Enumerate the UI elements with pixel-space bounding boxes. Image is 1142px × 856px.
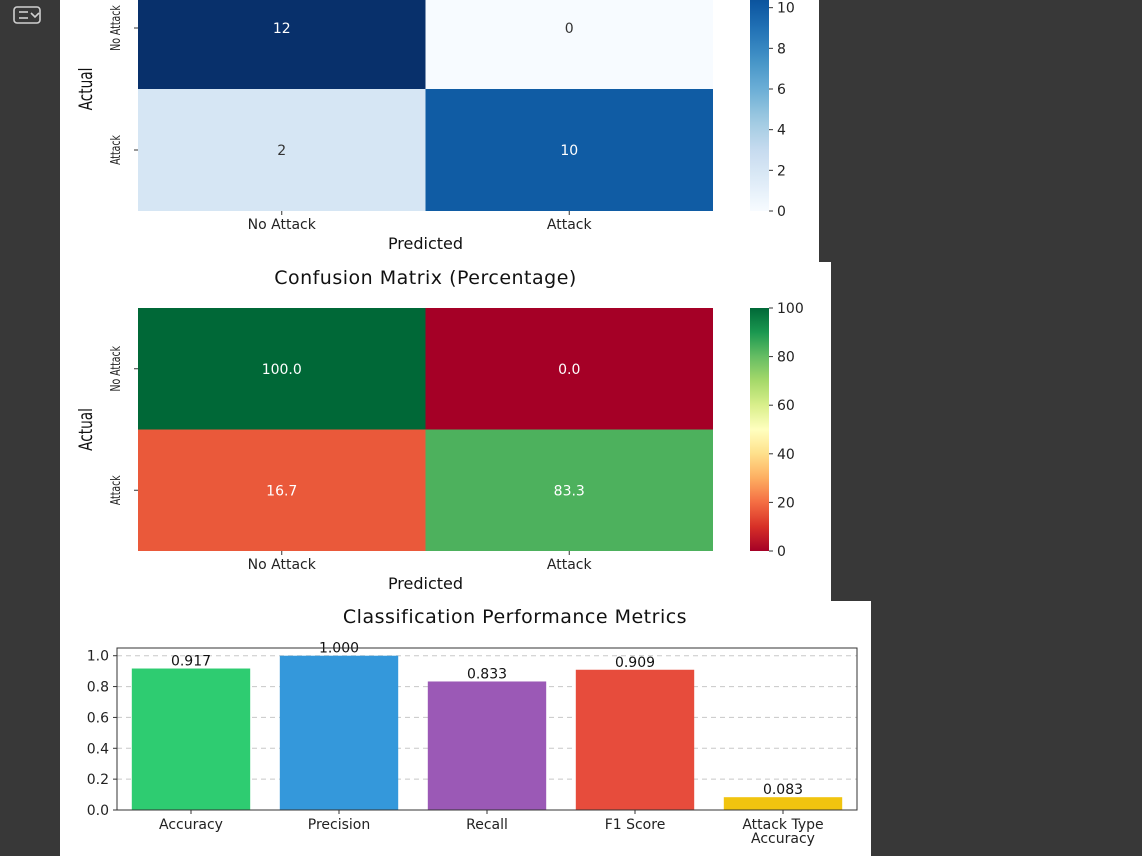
heatmap-cell — [138, 0, 426, 89]
y-tick-label: 0.2 — [87, 772, 109, 788]
heatmap-cell — [425, 429, 713, 551]
cell-value-label: 100.0 — [262, 362, 302, 378]
x-tick-label: Recall — [466, 817, 508, 833]
y-tick-label: Attack — [107, 475, 123, 505]
percentage-matrix-panel: Confusion Matrix (Percentage) 100.0 0.0 16.… — [60, 262, 831, 601]
bar-value-label: 0.083 — [763, 782, 803, 798]
heatmap-cell — [425, 0, 713, 89]
cell-value-label: 16.7 — [266, 483, 297, 499]
colorbar-tick-label: 4 — [777, 123, 786, 139]
bar-value-label: 0.917 — [171, 654, 211, 670]
colorbar-tick-label: 0 — [777, 544, 786, 560]
x-axis-label: Predicted — [388, 574, 463, 593]
y-tick-label: No Attack — [107, 5, 123, 51]
heatmap-cell — [425, 89, 713, 211]
colorbar-tick-label: 40 — [777, 447, 795, 463]
colorbar-tick-label: 60 — [777, 398, 795, 414]
y-tick-label: 0.0 — [87, 803, 109, 819]
colorbar-tick-label: 20 — [777, 495, 795, 511]
y-axis-label: Actual — [75, 68, 97, 111]
colorbar — [750, 308, 769, 551]
colorbar-tick-label: 6 — [777, 82, 786, 98]
x-tick-label: Accuracy — [159, 817, 223, 833]
heatmap-cell — [138, 308, 426, 430]
metric-bar — [131, 668, 251, 810]
y-tick-label: 1.0 — [87, 649, 109, 665]
colorbar-tick-label: 10 — [777, 1, 795, 17]
colorbar-tick-label: 80 — [777, 350, 795, 366]
metric-bar — [427, 681, 547, 810]
x-tick-label: No Attack — [248, 217, 317, 233]
y-tick-label: No Attack — [107, 346, 123, 392]
y-tick-label: 0.8 — [87, 680, 109, 696]
cell-value-label: 2 — [277, 143, 286, 159]
bar-value-label: 0.909 — [615, 655, 655, 671]
y-tick-label: Attack — [107, 135, 123, 165]
x-tick-label: Attack — [547, 217, 593, 233]
x-tick-label: Attack Type — [742, 817, 823, 833]
bar-value-label: 1.000 — [319, 641, 359, 657]
x-axis-label: Predicted — [388, 234, 463, 253]
colorbar-tick-label: 100 — [777, 301, 804, 317]
x-tick-label: Attack — [547, 557, 593, 573]
cell-value-label: 10 — [560, 143, 578, 159]
metric-bar — [723, 797, 843, 810]
y-axis-label: Actual — [75, 408, 97, 451]
y-tick-label: 0.4 — [87, 741, 109, 757]
heatmap-cell — [425, 308, 713, 430]
cell-value-label: 12 — [273, 21, 291, 37]
x-tick-label: No Attack — [248, 557, 317, 573]
heatmap-cell — [138, 89, 426, 211]
count-confusion-matrix-chart: 12 0 2 10 No Attack Attack Predicted No Attack A… — [75, 0, 795, 253]
chart-title: Confusion Matrix (Percentage) — [274, 267, 577, 289]
count-matrix-panel: 12 0 2 10 No Attack Attack Predicted No Attack A… — [60, 0, 819, 262]
cell-value-label: 83.3 — [554, 483, 585, 499]
colorbar-tick-label: 0 — [777, 204, 786, 220]
y-tick-label: 0.6 — [87, 710, 109, 726]
output-toggle-icon[interactable] — [12, 4, 42, 26]
metrics-panel: Classification Performance Metrics 0.0 0.2… — [60, 601, 871, 856]
cell-value-label: 0.0 — [558, 362, 580, 378]
x-tick-label: Precision — [308, 817, 370, 833]
x-tick-label: Accuracy — [751, 831, 815, 847]
percentage-confusion-matrix-chart: Confusion Matrix (Percentage) 100.0 0.0 16.… — [75, 267, 804, 593]
metric-bar — [279, 655, 399, 810]
colorbar-tick-label: 2 — [777, 163, 786, 179]
metric-bar — [575, 669, 695, 810]
heatmap-cell — [138, 429, 426, 551]
x-tick-label: F1 Score — [605, 817, 666, 833]
plot-frame — [116, 647, 858, 811]
colorbar-tick-label: 8 — [777, 41, 786, 57]
bar-value-label: 0.833 — [467, 666, 507, 682]
chart-title: Classification Performance Metrics — [343, 606, 687, 628]
cell-value-label: 0 — [565, 21, 574, 37]
performance-metrics-chart: Classification Performance Metrics 0.0 0.2… — [87, 606, 858, 847]
colorbar — [750, 0, 769, 211]
